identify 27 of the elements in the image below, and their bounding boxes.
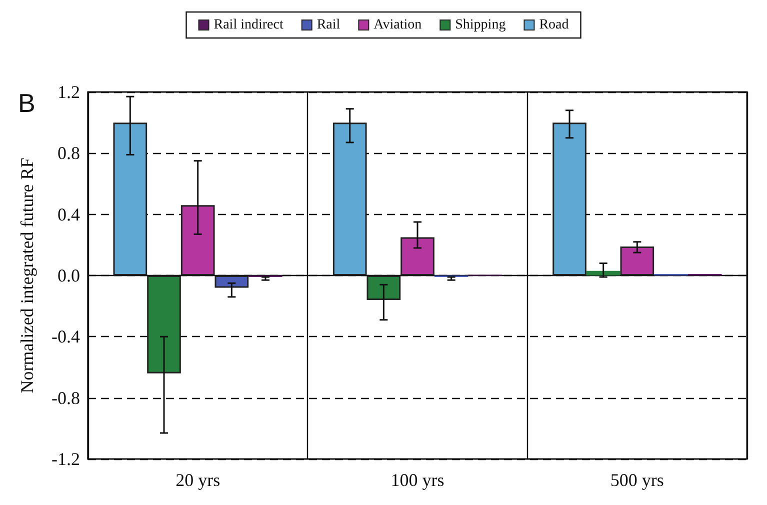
y-tick-label: 0.0 xyxy=(58,266,80,286)
bar xyxy=(586,270,620,276)
legend-label: Shipping xyxy=(455,18,506,32)
bar xyxy=(113,122,148,276)
y-tick-label: -0.4 xyxy=(52,326,80,347)
bar xyxy=(180,205,215,276)
x-tick-label: 100 yrs xyxy=(390,470,444,490)
y-tick-label: -1.2 xyxy=(52,449,80,469)
x-tick-label: 20 yrs xyxy=(176,470,220,490)
legend-label: Road xyxy=(539,18,569,32)
y-tick-label: -0.8 xyxy=(52,388,80,408)
legend-label: Rail indirect xyxy=(214,18,284,32)
bar xyxy=(366,276,401,300)
x-tick-label: 500 yrs xyxy=(610,470,664,490)
bar xyxy=(214,276,249,288)
bar xyxy=(332,122,367,276)
y-tick-label: 0.8 xyxy=(58,143,80,164)
y-tick-label: 0.4 xyxy=(58,204,80,224)
y-axis-title: Normalized integrated future RF xyxy=(17,158,37,394)
bar xyxy=(400,237,434,276)
bar xyxy=(552,122,586,276)
legend-label: Rail xyxy=(316,18,340,32)
legend-label: Aviation xyxy=(374,18,422,32)
bar xyxy=(147,276,181,374)
bar xyxy=(620,246,654,276)
text: B xyxy=(18,88,36,118)
y-tick-label: 1.2 xyxy=(58,82,80,102)
